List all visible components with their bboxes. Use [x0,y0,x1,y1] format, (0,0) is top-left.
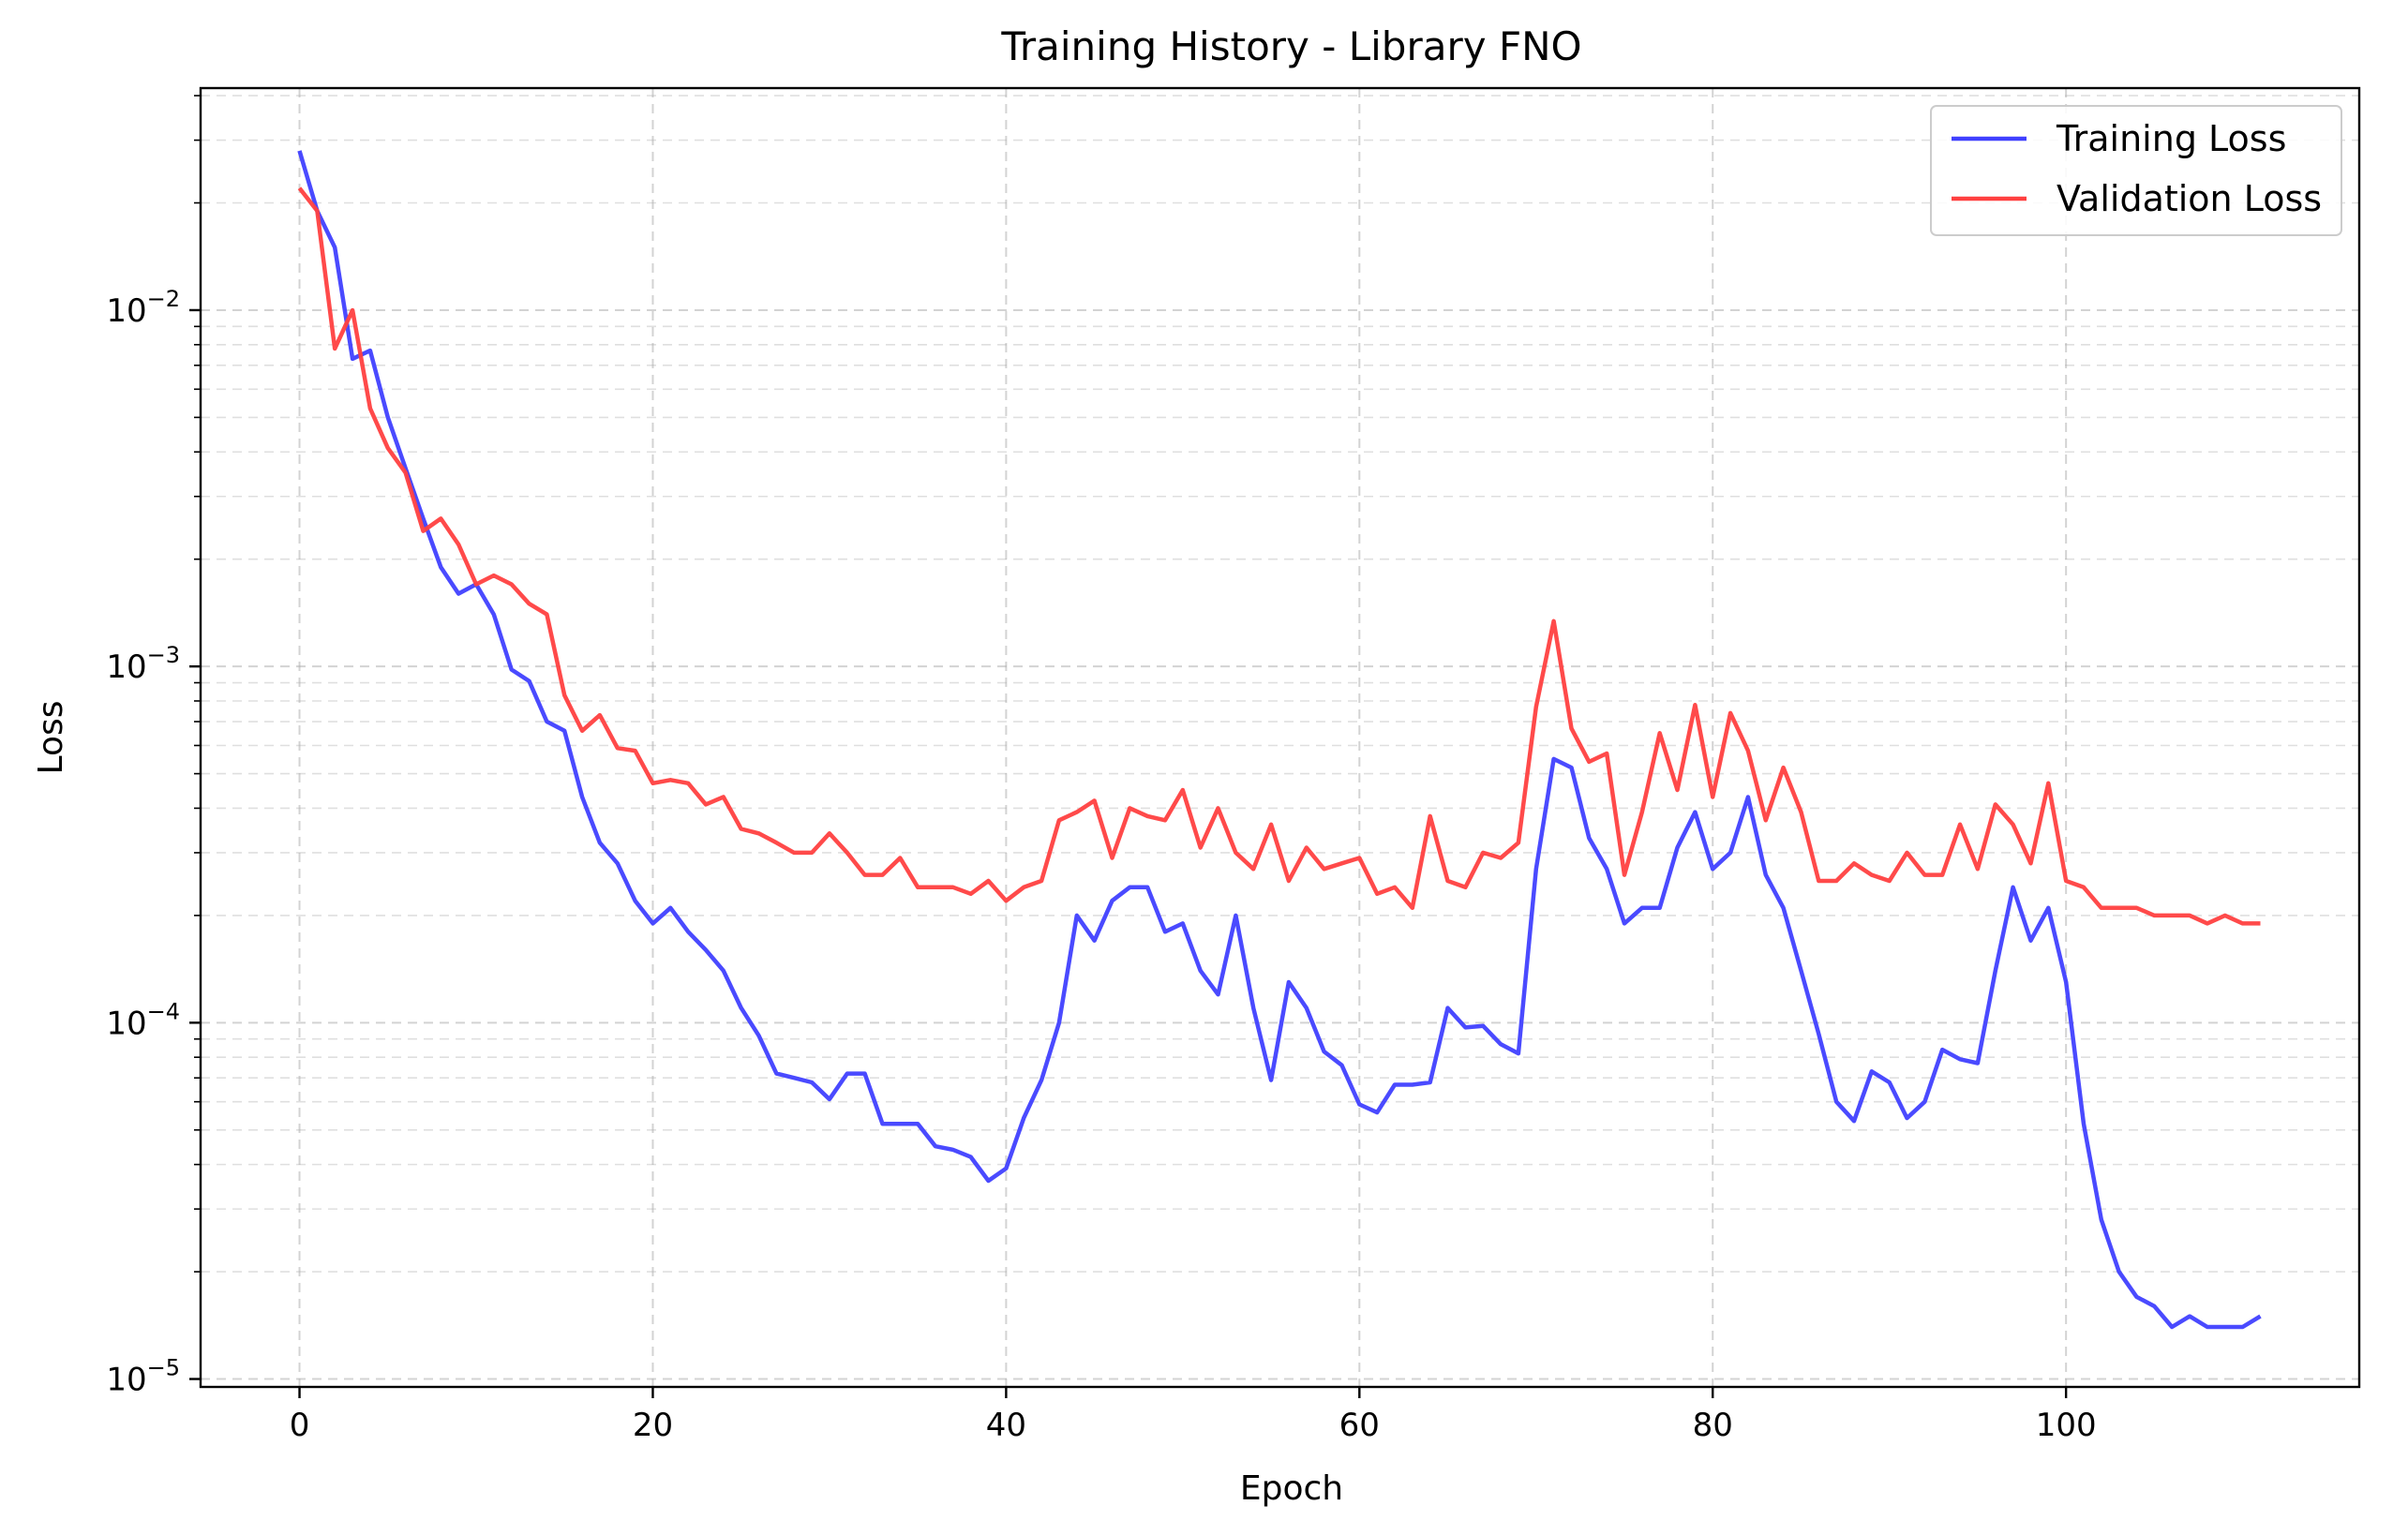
legend-label-training: Training Loss [2056,118,2286,159]
legend: Training Loss Validation Loss [1930,105,2342,236]
x-tick-label: 40 [986,1407,1026,1444]
plot-frame [199,86,2361,1389]
legend-label-validation: Validation Loss [2057,178,2322,219]
y-axis-ticks: 10−5 10−4 10−3 10−2 [106,95,201,1399]
series-line-validation-loss [297,186,2261,926]
x-tick-label: 20 [633,1407,673,1444]
y-axis-label: Loss [32,701,70,775]
series-lines [297,150,2262,1330]
x-tick-label: 80 [1693,1407,1733,1444]
y-tick-label: 10−4 [106,998,180,1042]
x-tick-label: 0 [290,1407,310,1444]
grid [201,88,2359,1387]
x-axis-ticks: 0 20 40 60 80 100 [290,1387,2097,1444]
x-tick-label: 100 [2036,1407,2097,1444]
y-tick-label: 10−5 [106,1355,180,1399]
chart-title: Training History - Library FNO [1000,23,1581,69]
legend-box [1930,105,2342,236]
x-tick-label: 60 [1339,1407,1380,1444]
series-line-training-loss [297,150,2262,1330]
x-axis-label: Epoch [1240,1469,1343,1508]
y-tick-label: 10−2 [106,286,180,330]
y-tick-label: 10−3 [106,642,180,686]
